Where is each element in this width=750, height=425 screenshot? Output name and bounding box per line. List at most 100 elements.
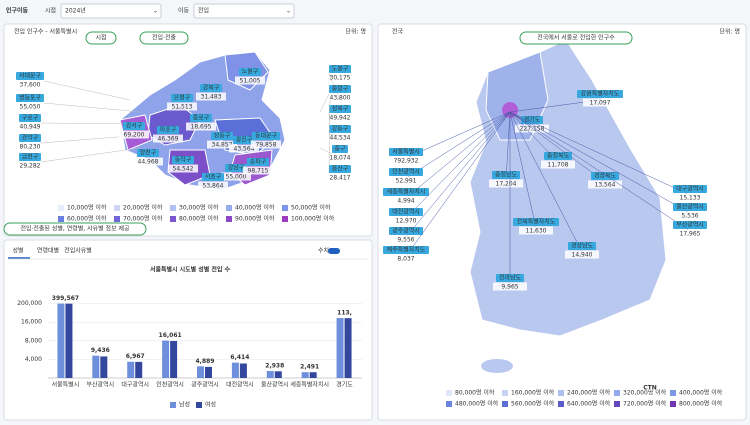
district-value: 43,564: [234, 146, 255, 153]
district-name: 영등포구: [19, 94, 42, 102]
tab[interactable]: 성별: [12, 247, 23, 255]
district-value-bg: [153, 134, 183, 143]
district-tag: [171, 94, 193, 102]
region-tag: [389, 168, 423, 176]
district-value: 55,000: [226, 174, 247, 181]
district-name: 용산구: [332, 165, 349, 173]
district-name: 중랑구: [332, 86, 349, 93]
region-value-bg: [493, 282, 527, 291]
district-tag: [233, 136, 255, 144]
bar: [92, 355, 100, 378]
district-value: 18,074: [330, 155, 351, 162]
legend-label: 320,000명 이하: [623, 389, 667, 397]
region-tag: [673, 203, 707, 211]
x-tick-label: 광주광역시: [191, 381, 219, 389]
district-name: 동작구: [175, 157, 192, 164]
region-tag: [591, 172, 619, 180]
region-value-bg: [519, 226, 553, 235]
bar: [135, 361, 143, 378]
region-name: 울산광역시: [676, 203, 704, 211]
district-tag: [19, 114, 41, 122]
region-value-bg: [541, 160, 575, 169]
panel-title: 전입 인구수 - 서울특별시: [14, 28, 77, 36]
region-value-bg: [673, 193, 707, 202]
district-name: 종로구: [193, 115, 210, 122]
region-tag: [577, 90, 623, 98]
district-tag: [16, 94, 44, 102]
filter-label: 시점: [45, 8, 56, 15]
district-tag: [252, 132, 280, 140]
district-name: 구로구: [22, 115, 39, 122]
filter-select[interactable]: [193, 3, 295, 19]
region-value: 17,097: [590, 100, 611, 107]
leader-line: [40, 147, 141, 163]
district-tag: [225, 164, 247, 172]
region-value-bg: [389, 235, 423, 244]
district-value: 79,858: [256, 142, 277, 149]
district-name: 강남구: [228, 164, 245, 172]
district-value-bg: [235, 76, 265, 85]
flow-arrow: [509, 111, 583, 253]
district-name: 마포구: [160, 126, 177, 134]
filter-select[interactable]: [60, 3, 162, 19]
tab[interactable]: 전입사유별: [64, 247, 92, 255]
total-label: 6,414: [230, 354, 249, 361]
district-value: 44,968: [138, 159, 159, 166]
legend-label: 400,000명 이하: [679, 389, 723, 397]
region-name: 전라남도: [499, 274, 522, 282]
region-tag: [521, 116, 543, 124]
legend-swatch: [170, 216, 176, 222]
flow-arrow: [405, 111, 511, 238]
flow-arrow: [505, 111, 511, 182]
region-value: 4,994: [397, 198, 414, 205]
district-value-bg: [168, 164, 198, 173]
region-name: 제주특별자치도: [387, 246, 426, 254]
region-value-bg: [565, 250, 599, 259]
legend-label: 240,000명 이하: [567, 389, 611, 397]
bar: [170, 340, 178, 378]
y-tick-label: 8,000: [25, 337, 42, 344]
x-tick-label: 서울특별시: [52, 381, 80, 389]
district-tag: [329, 165, 351, 173]
leader-line: [40, 135, 131, 144]
district-value: 69,200: [124, 132, 145, 139]
region-tag: [389, 148, 423, 156]
tab[interactable]: 연령대별: [37, 247, 59, 255]
district-name: 노원구: [242, 68, 259, 76]
district-tag: [329, 125, 351, 133]
district-name: 양천구: [140, 149, 157, 157]
district-tag: [247, 158, 269, 166]
district-value-bg: [119, 130, 149, 139]
district-value: 29,282: [20, 163, 41, 170]
legend-label: 640,000명 이하: [567, 400, 611, 408]
region-name: 대전광역시: [392, 208, 420, 216]
y-tick-label: 200,000: [17, 300, 42, 307]
region-value: 792,932: [394, 158, 419, 165]
flow-arrow: [405, 111, 511, 257]
x-tick-label: 부산광역시: [87, 381, 115, 389]
district-tag: [16, 72, 44, 80]
district-tag: [157, 126, 179, 134]
region-value-bg: [389, 216, 423, 225]
bar: [344, 318, 352, 378]
total-label: 9,436: [91, 347, 110, 354]
district-value: 51,005: [240, 78, 261, 85]
legend-label: 800,000명 이하: [679, 400, 723, 408]
bar: [65, 303, 73, 378]
filter-label: 이동: [178, 7, 190, 15]
district-name: 송파구: [250, 158, 267, 166]
district-value: 55,050: [20, 104, 41, 111]
toggle[interactable]: [328, 248, 340, 254]
district-value: 18,695: [191, 124, 212, 131]
bar: [162, 340, 170, 378]
district-name: 동대문구: [255, 132, 278, 140]
region-tag: [492, 171, 520, 179]
district-tag: [19, 134, 41, 142]
region-value-bg: [673, 229, 707, 238]
region-value-bg: [389, 156, 423, 165]
legend-swatch: [670, 390, 676, 396]
district-value: 43,800: [330, 95, 351, 102]
district-tag: [329, 105, 351, 113]
callout: [85, 31, 117, 45]
legend-label: 30,000명 이하: [179, 204, 219, 212]
